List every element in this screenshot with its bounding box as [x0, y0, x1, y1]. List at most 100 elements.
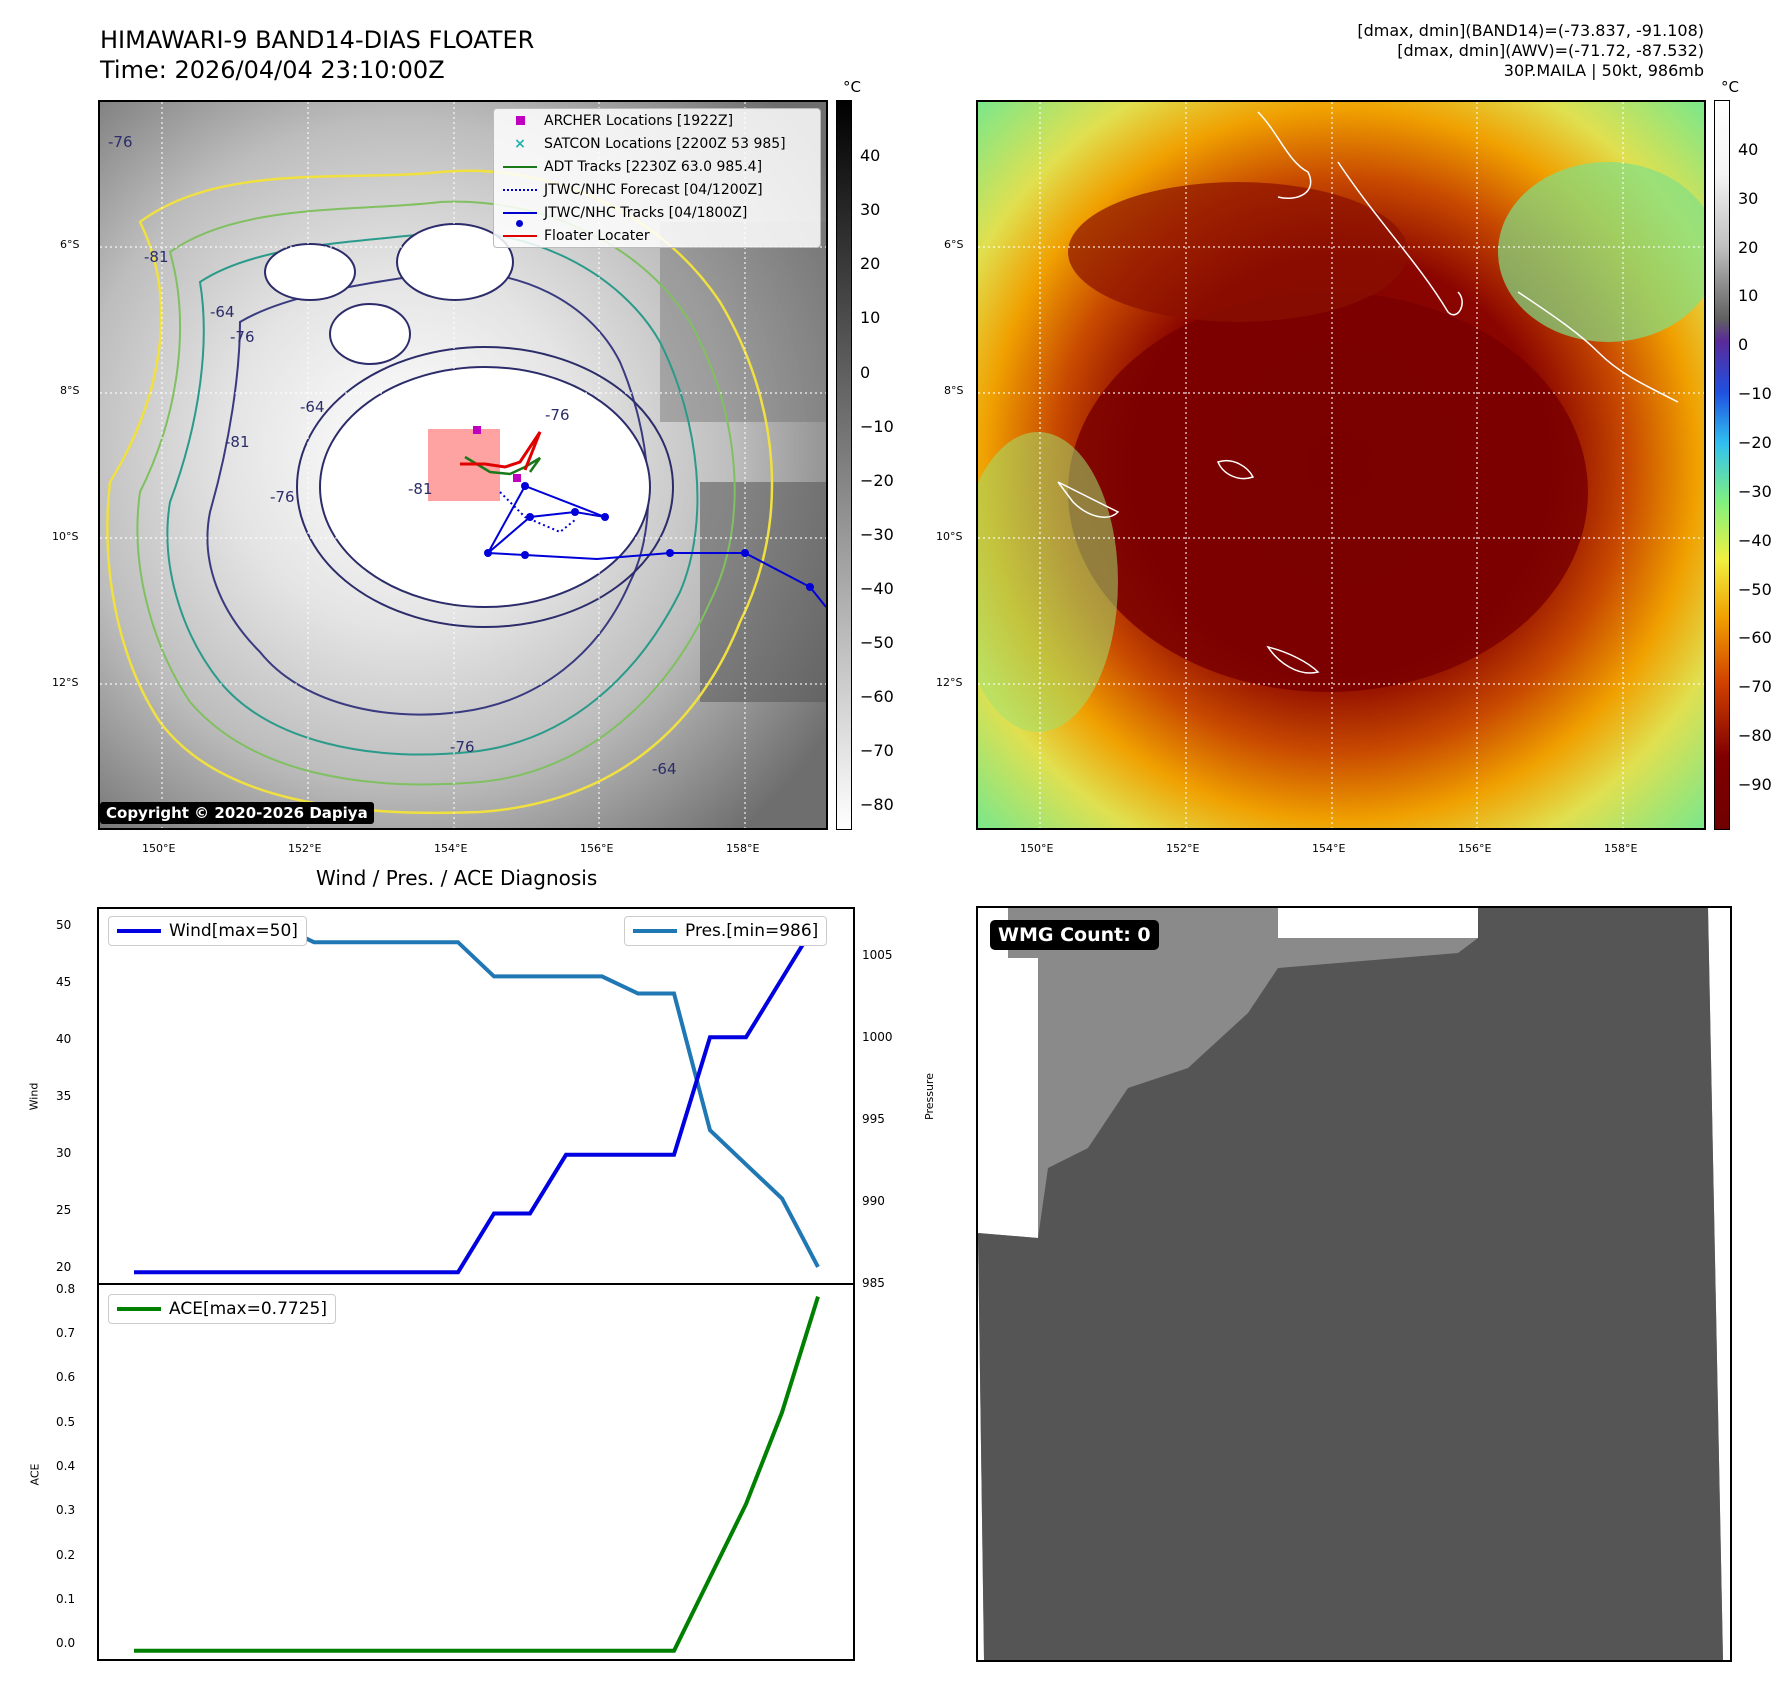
contour-label: -81: [408, 480, 433, 498]
colorbar-tick: −30: [860, 525, 894, 544]
ace-tick: 0.3: [56, 1503, 76, 1517]
legend-item-jtwc-forecast: JTWC/NHC Forecast [04/1200Z]: [494, 178, 820, 201]
contour-label: -76: [450, 738, 475, 756]
colorbar-tick: −10: [1738, 384, 1772, 403]
colorbar-tick: −90: [1738, 775, 1772, 794]
colorbar-tick: 30: [1738, 189, 1759, 208]
colorbar-tick: −60: [860, 687, 894, 706]
colorbar-tick: −30: [1738, 482, 1772, 501]
lat-label: 6°S: [60, 238, 80, 251]
contour-label: -81: [225, 433, 250, 451]
wind-axis-label: Wind: [27, 1082, 41, 1111]
ace-legend: ACE[max=0.7725]: [108, 1294, 336, 1324]
colorbar-tick: 0: [1738, 335, 1749, 354]
pressure-legend: Pres.[min=986]: [624, 916, 828, 946]
legend-item-archer: ARCHER Locations [1922Z]: [494, 109, 820, 132]
band14-range: [dmax, dmin](BAND14)=(-73.837, -91.108): [1357, 21, 1704, 40]
colorbar-tick: −20: [1738, 433, 1772, 452]
lat-label: 12°S: [936, 676, 963, 689]
colorbar-tick: −40: [1738, 531, 1772, 550]
storm-info: 30P.MAILA | 50kt, 986mb: [1503, 61, 1704, 80]
dotted-line-icon: [502, 188, 538, 191]
legend-label: SATCON Locations [2200Z 53 985]: [544, 135, 786, 152]
colorbar-tick: −70: [860, 741, 894, 760]
pressure-tick: 990: [862, 1194, 885, 1208]
lon-label: 158°E: [726, 842, 760, 855]
colorbar-tick: −50: [860, 633, 894, 652]
ace-legend-label: ACE[max=0.7725]: [169, 1299, 327, 1319]
colorbar-tick: −50: [1738, 580, 1772, 599]
line-marker-icon: [502, 165, 538, 168]
colorbar-tick: −40: [860, 579, 894, 598]
ir-map-image: -76 -81 -64 -76 -81 -76 -64 -76 -81 -76 …: [100, 102, 826, 828]
dot-line-icon: [502, 211, 538, 227]
x-marker-icon: ×: [514, 135, 526, 152]
lat-label: 10°S: [936, 530, 963, 543]
contour-label: -64: [652, 760, 677, 778]
contour-label: -76: [545, 406, 570, 424]
colorbar-tick: −80: [860, 795, 894, 814]
ace-legend-swatch: [117, 1307, 161, 1311]
ir-map-panel: -76 -81 -64 -76 -81 -76 -64 -76 -81 -76 …: [98, 100, 828, 830]
legend-label: ARCHER Locations [1922Z]: [544, 112, 734, 129]
ace-tick: 0.0: [56, 1636, 76, 1650]
ace-tick: 0.2: [56, 1548, 76, 1562]
legend-item-adt: ADT Tracks [2230Z 63.0 985.4]: [494, 155, 820, 178]
lat-label: 8°S: [60, 384, 80, 397]
legend-item-jtwc-tracks: JTWC/NHC Tracks [04/1800Z]: [494, 201, 820, 227]
pressure-legend-label: Pres.[min=986]: [685, 921, 819, 941]
wind-tick: 50: [56, 918, 72, 932]
contour-label: -76: [108, 133, 133, 151]
pressure-tick: 985: [862, 1276, 885, 1290]
colorbar-tick: 20: [860, 254, 881, 273]
legend-item-satcon: × SATCON Locations [2200Z 53 985]: [494, 132, 820, 155]
ace-tick: 0.8: [56, 1282, 76, 1296]
line-marker-icon: [502, 234, 538, 237]
diag-title: Wind / Pres. / ACE Diagnosis: [316, 866, 598, 890]
colorbar-tick: 10: [1738, 286, 1759, 305]
contour-label: -64: [210, 303, 235, 321]
contour-label: -81: [144, 248, 169, 266]
wind-pres-frame: [97, 907, 855, 1285]
copyright-badge: Copyright © 2020-2026 Dapiya: [100, 802, 374, 824]
legend-label: Floater Locater: [544, 227, 650, 244]
colorbar-tick: 20: [1738, 238, 1759, 257]
wind-legend-label: Wind[max=50]: [169, 921, 298, 941]
lon-label: 150°E: [1020, 842, 1054, 855]
ace-tick: 0.7: [56, 1326, 76, 1340]
lon-label: 150°E: [142, 842, 176, 855]
wind-tick: 20: [56, 1260, 72, 1274]
wmg-image: [978, 908, 1730, 1660]
awv-range: [dmax, dmin](AWV)=(-71.72, -87.532): [1397, 41, 1704, 60]
plot-title: HIMAWARI-9 BAND14-DIAS FLOATER: [100, 26, 535, 54]
colorbar-tick: −70: [1738, 677, 1772, 696]
colorbar-unit: °C: [1721, 78, 1739, 96]
ace-axis-label: ACE: [28, 1463, 42, 1486]
ace-tick: 0.1: [56, 1592, 76, 1606]
wind-legend-swatch: [117, 929, 161, 933]
lon-label: 156°E: [580, 842, 614, 855]
pressure-tick: 995: [862, 1112, 885, 1126]
colorbar-tick: 30: [860, 200, 881, 219]
pressure-tick: 1005: [862, 948, 893, 962]
pressure-legend-swatch: [633, 929, 677, 933]
ace-frame: [97, 1283, 855, 1661]
awv-map-image: [978, 102, 1704, 828]
legend-item-floater: Floater Locater: [494, 224, 820, 247]
square-marker-icon: [502, 116, 538, 125]
legend-label: ADT Tracks [2230Z 63.0 985.4]: [544, 158, 763, 175]
lat-label: 10°S: [52, 530, 79, 543]
wind-tick: 35: [56, 1089, 72, 1103]
plot-time: Time: 2026/04/04 23:10:00Z: [100, 56, 445, 84]
ace-line: [134, 1296, 820, 1653]
colorbar-unit: °C: [843, 78, 861, 96]
colorbar-tick: 10: [860, 308, 881, 327]
wind-legend: Wind[max=50]: [108, 916, 307, 946]
lat-label: 12°S: [52, 676, 79, 689]
ace-tick: 0.6: [56, 1370, 76, 1384]
legend-label: JTWC/NHC Forecast [04/1200Z]: [544, 181, 763, 198]
contour-label: -64: [300, 398, 325, 416]
lon-label: 154°E: [1312, 842, 1346, 855]
contour-label: -76: [270, 488, 295, 506]
ace-tick: 0.4: [56, 1459, 76, 1473]
